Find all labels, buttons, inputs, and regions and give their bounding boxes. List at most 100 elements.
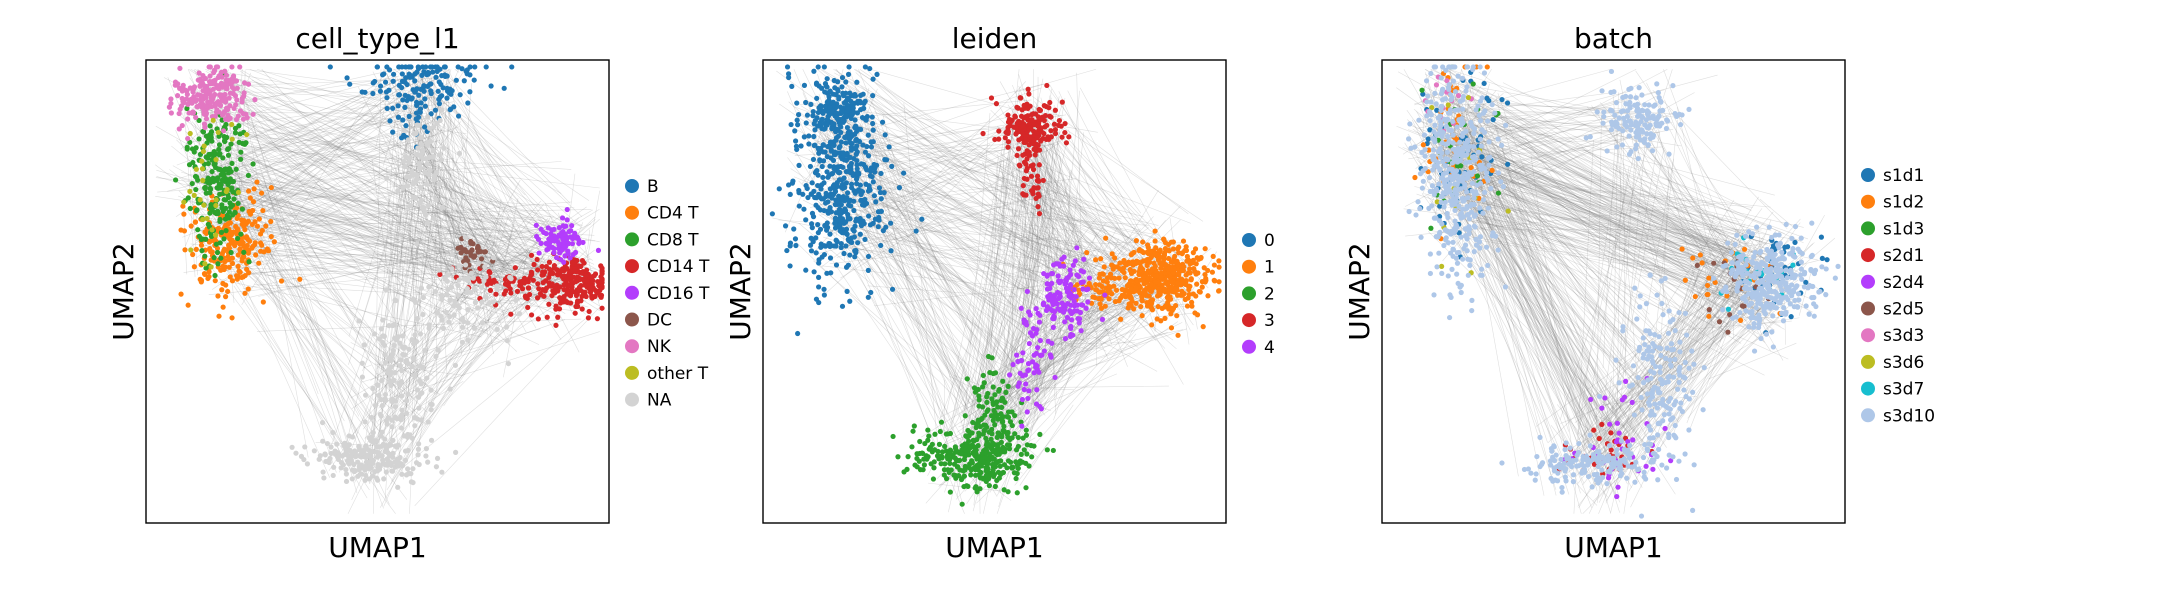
data-point	[301, 456, 307, 463]
data-point	[220, 128, 227, 134]
data-point	[1035, 204, 1041, 210]
graph-edge	[241, 69, 388, 306]
data-point	[461, 276, 468, 282]
graph-edge	[216, 168, 564, 260]
graph-edge	[259, 191, 376, 410]
data-point	[447, 297, 453, 303]
data-point	[420, 147, 426, 153]
data-point	[889, 286, 896, 292]
data-point	[195, 227, 201, 233]
data-point	[383, 89, 390, 95]
data-point	[865, 213, 872, 219]
graph-edge	[199, 132, 400, 176]
data-point	[423, 64, 429, 70]
graph-edge	[261, 69, 440, 269]
data-point	[830, 183, 836, 189]
data-point	[201, 143, 207, 149]
data-point	[391, 377, 397, 383]
data-point	[839, 303, 846, 309]
data-point	[325, 459, 332, 465]
data-point	[865, 188, 872, 194]
data-point	[316, 456, 322, 462]
graph-edge	[228, 185, 565, 287]
data-point	[357, 462, 363, 468]
data-point	[867, 173, 874, 179]
data-point	[392, 404, 399, 410]
data-point	[924, 456, 930, 462]
data-point	[1003, 389, 1009, 395]
data-point	[216, 142, 223, 148]
data-point	[407, 174, 413, 180]
data-point	[426, 284, 432, 290]
data-point	[1056, 117, 1063, 124]
data-point	[426, 325, 432, 331]
data-point	[268, 184, 274, 191]
data-point	[836, 223, 843, 229]
graph-edge	[425, 252, 438, 368]
graph-edge	[392, 242, 496, 428]
data-point	[956, 473, 962, 479]
data-point	[467, 89, 473, 95]
data-point	[420, 311, 426, 318]
data-point	[806, 133, 812, 139]
data-point	[376, 392, 382, 398]
graph-edge	[472, 197, 544, 283]
graph-edge	[190, 88, 458, 254]
graph-edge	[227, 141, 600, 292]
data-point	[366, 476, 373, 482]
data-point	[471, 325, 478, 331]
graph-edge	[378, 274, 564, 409]
data-point	[1193, 293, 1199, 299]
graph-edge	[157, 161, 562, 193]
data-point	[888, 248, 894, 254]
data-point	[993, 449, 1000, 455]
data-point	[801, 134, 807, 140]
data-point	[504, 338, 510, 344]
data-point	[414, 176, 420, 182]
data-point	[462, 247, 468, 253]
graph-edge	[421, 81, 583, 229]
data-point	[417, 184, 424, 191]
data-point	[356, 318, 362, 324]
data-point	[1023, 427, 1029, 433]
graph-edge	[240, 127, 555, 270]
graph-edge	[216, 146, 560, 307]
legend-label: CD4 T	[647, 204, 699, 224]
data-point	[1047, 99, 1053, 106]
data-point	[536, 250, 542, 256]
data-point	[188, 96, 195, 102]
data-point	[222, 205, 229, 211]
data-point	[202, 229, 208, 235]
data-point	[815, 64, 821, 70]
data-point	[482, 249, 489, 255]
graph-edge	[388, 176, 458, 381]
graph-edge	[410, 69, 561, 219]
data-point	[851, 109, 857, 115]
graph-edge	[172, 165, 435, 315]
data-point	[976, 397, 982, 403]
data-point	[1144, 242, 1151, 248]
data-point	[1136, 247, 1142, 254]
data-point	[460, 318, 467, 324]
graph-edge	[175, 130, 331, 478]
graph-edge	[454, 69, 460, 73]
data-point	[877, 189, 884, 196]
data-point	[425, 419, 431, 425]
graph-edge	[205, 68, 422, 173]
data-point	[235, 263, 241, 269]
graph-edge	[256, 68, 376, 107]
data-point	[1136, 259, 1142, 265]
graph-edge	[445, 210, 449, 222]
data-point	[447, 386, 453, 392]
graph-edge	[418, 135, 537, 329]
data-point	[557, 284, 563, 290]
data-point	[363, 454, 369, 460]
data-point	[407, 74, 413, 80]
graph-edge	[216, 156, 581, 297]
data-point	[405, 159, 412, 165]
data-point	[414, 387, 421, 393]
data-point	[435, 347, 441, 353]
data-point	[406, 64, 412, 70]
data-point	[833, 262, 840, 268]
data-point	[569, 274, 575, 280]
